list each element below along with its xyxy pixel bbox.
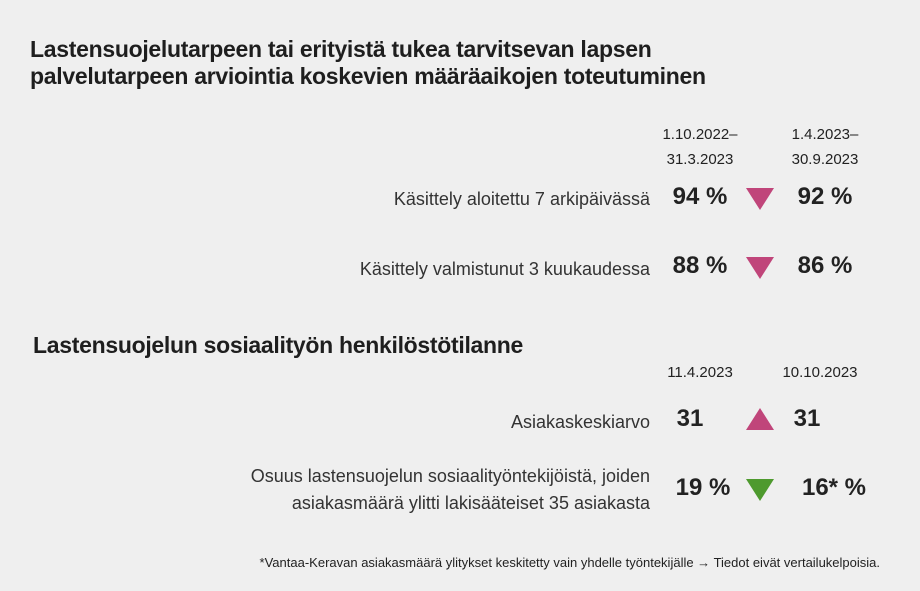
- value: 92 %: [797, 183, 853, 210]
- line: Käsittely valmistunut 3 kuukaudessa: [359, 259, 650, 279]
- line: Osuus lastensuojelun sosiaalityöntekijöi…: [250, 466, 650, 486]
- section-title: Lastensuojelutarpeen tai erityistä tukea…: [30, 36, 706, 90]
- value: 94 %: [672, 183, 728, 210]
- line: 11.4.2023: [667, 364, 733, 381]
- section-title: Lastensuojelun sosiaalityön henkilöstöti…: [33, 332, 523, 359]
- title-line: palvelutarpeen arviointia koskevien määr…: [30, 63, 706, 89]
- trend-down: [746, 479, 774, 501]
- period-header: 1.4.2023– 30.9.2023: [765, 122, 885, 172]
- trend-down: [746, 188, 774, 210]
- title-line: Lastensuojelun sosiaalityön henkilöstöti…: [33, 332, 524, 358]
- value: 86 %: [797, 252, 853, 279]
- value: 16* %: [801, 474, 867, 501]
- row-label: Osuus lastensuojelun sosiaalityöntekijöi…: [251, 463, 650, 517]
- trend-down: [746, 257, 774, 279]
- line: 10.10.2023: [782, 364, 858, 381]
- value: 31: [793, 405, 821, 432]
- period-header: 11.4.2023: [640, 360, 760, 385]
- line: 30.9.2023: [791, 151, 859, 168]
- row-label: Käsittely aloitettu 7 arkipäivässä: [394, 186, 650, 213]
- line: 31.3.2023: [666, 151, 734, 168]
- line: Asiakaskeskiarvo: [510, 412, 650, 432]
- row-label: Asiakaskeskiarvo: [511, 409, 650, 436]
- footnote: *Vantaa-Keravan asiakasmäärä ylitykset k…: [259, 555, 880, 570]
- value: 88 %: [672, 252, 728, 279]
- trend-up: [746, 408, 774, 430]
- period-header: 1.10.2022– 31.3.2023: [640, 122, 760, 172]
- line: Käsittely aloitettu 7 arkipäivässä: [393, 189, 650, 209]
- title-line: Lastensuojelutarpeen tai erityistä tukea…: [30, 36, 652, 62]
- period-header: 10.10.2023: [760, 360, 880, 385]
- line: asiakasmäärä ylitti lakisääteiset 35 asi…: [291, 493, 650, 513]
- line: 1.10.2022–: [662, 126, 738, 143]
- value: 19 %: [675, 474, 731, 501]
- line: 1.4.2023–: [791, 126, 859, 143]
- row-label: Käsittely valmistunut 3 kuukaudessa: [360, 256, 650, 283]
- value: 31: [676, 405, 704, 432]
